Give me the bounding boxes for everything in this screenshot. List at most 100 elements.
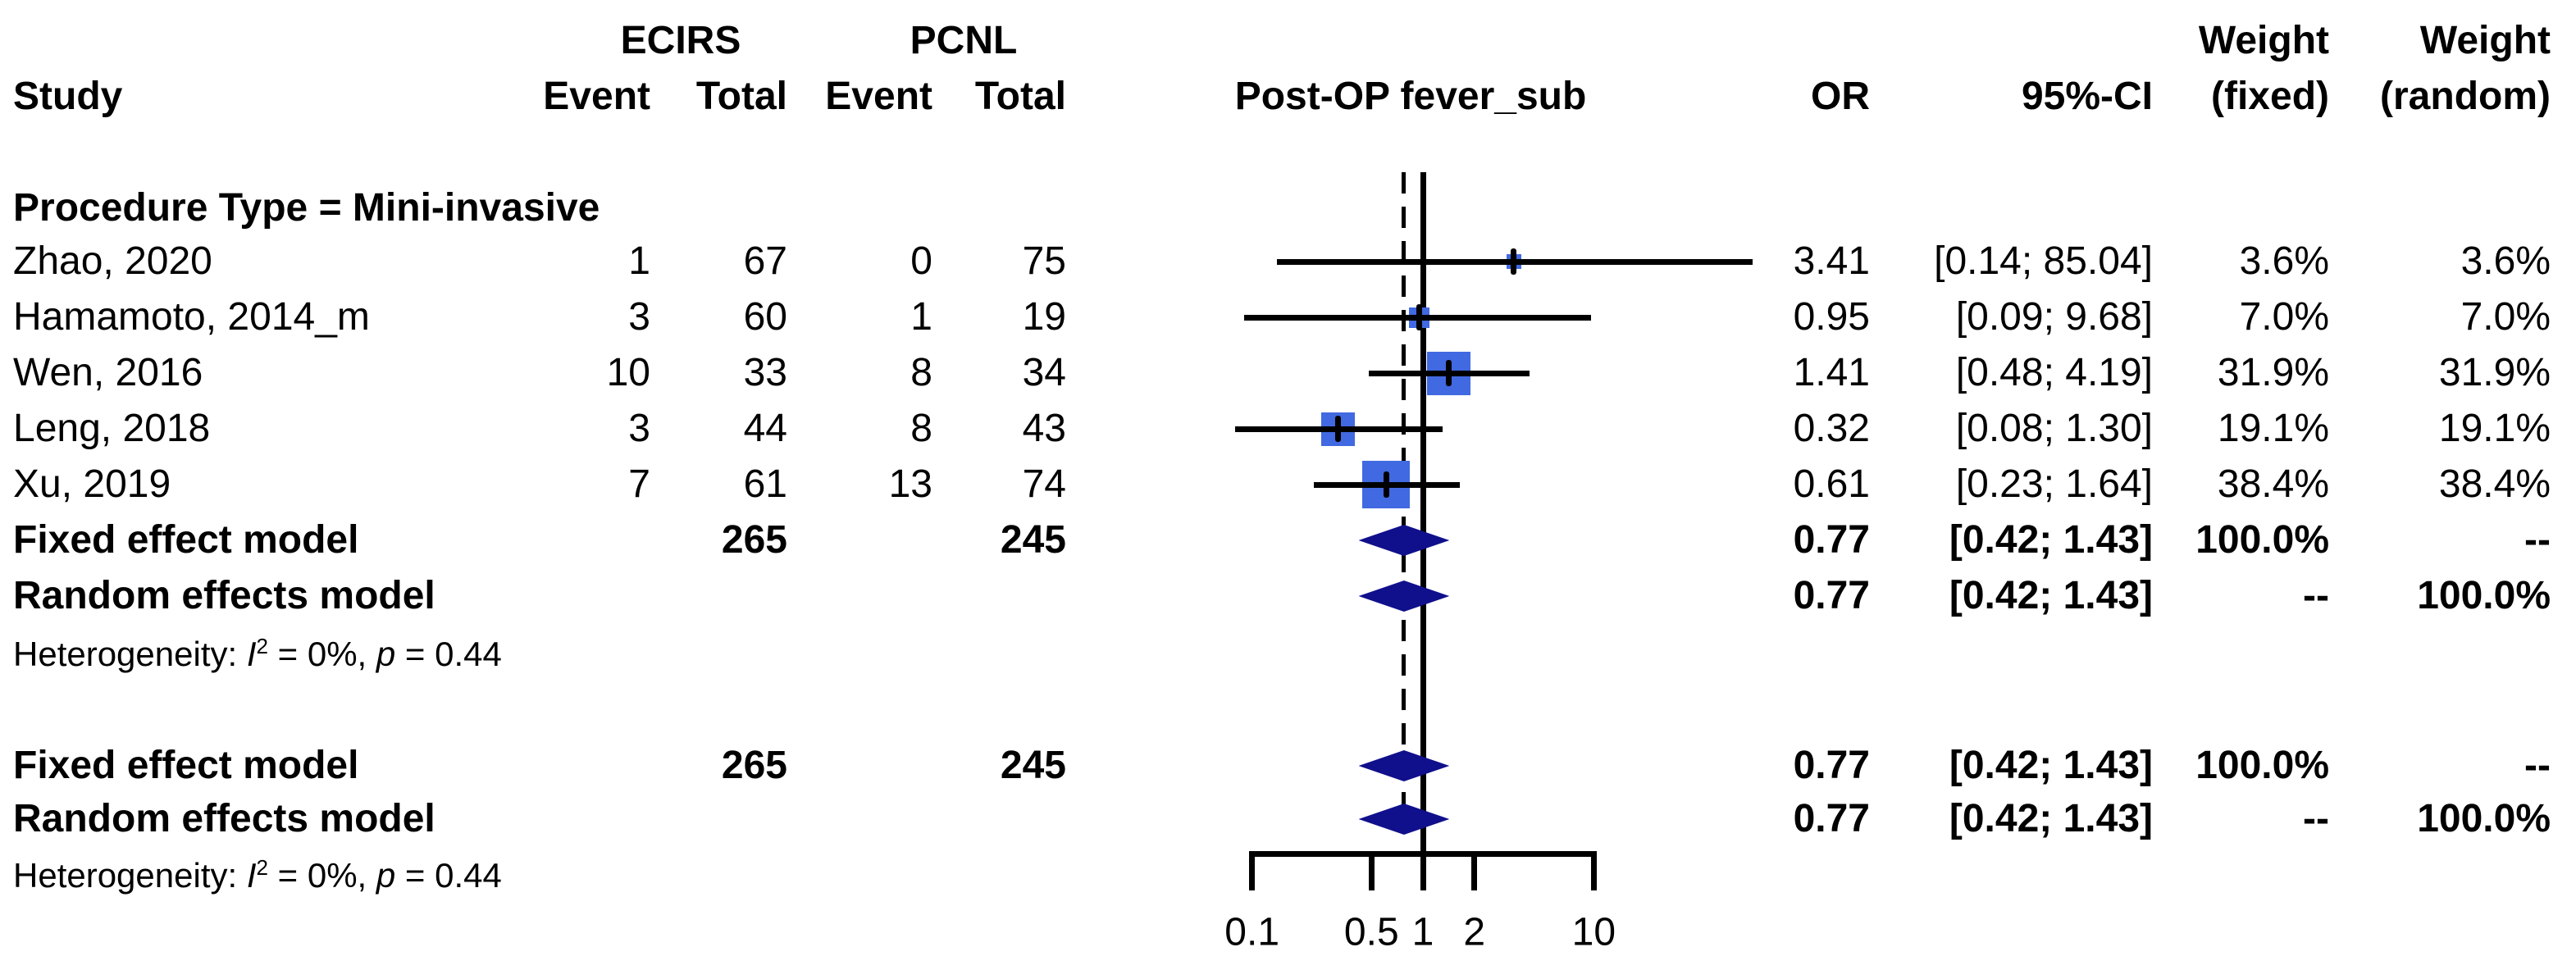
col-header-total-ecirs: Total: [695, 75, 787, 118]
weight-random: 3.6%: [2460, 239, 2551, 283]
ecirs-total: 60: [743, 295, 787, 339]
axis-tick: [1368, 854, 1375, 890]
ci-value: [0.08; 1.30]: [1955, 407, 2153, 450]
summary-label: Fixed effect model: [13, 744, 359, 787]
weight-random: 100.0%: [2417, 574, 2551, 617]
pcnl-total: 245: [1000, 518, 1066, 562]
ci-value: [0.09; 9.68]: [1955, 295, 2153, 339]
pcnl-event: 8: [910, 407, 932, 450]
or-value: 0.77: [1793, 744, 1870, 787]
axis-tick-label: 0.1: [1224, 910, 1280, 954]
pcnl-event: 1: [910, 295, 932, 339]
ecirs-event: 10: [606, 351, 650, 394]
weight-fixed: 31.9%: [2217, 351, 2329, 394]
point-marker: [1511, 248, 1517, 275]
or-value: 0.77: [1793, 797, 1870, 840]
plot-title: Post-OP fever_sub: [1234, 75, 1587, 118]
summary-diamond: [1358, 581, 1450, 612]
pcnl-event: 0: [910, 239, 932, 283]
ci-value: [0.42; 1.43]: [1949, 518, 2153, 562]
col-header-pcnl: PCNL: [910, 19, 1018, 62]
pcnl-total: 19: [1022, 295, 1066, 339]
ci-value: [0.14; 85.04]: [1934, 239, 2153, 283]
ecirs-total: 265: [721, 744, 787, 787]
ci-value: [0.48; 4.19]: [1955, 351, 2153, 394]
col-header-or: OR: [1811, 75, 1870, 118]
study-label: Wen, 2016: [13, 351, 203, 394]
col-header-event-ecirs: Event: [543, 75, 650, 118]
weight-random: --: [2524, 518, 2551, 562]
pcnl-event: 13: [888, 462, 932, 506]
pcnl-total: 245: [1000, 744, 1066, 787]
summary-label: Random effects model: [13, 797, 435, 840]
point-marker: [1335, 416, 1342, 442]
ecirs-total: 265: [721, 518, 787, 562]
ecirs-total: 33: [743, 351, 787, 394]
ci-value: [0.42; 1.43]: [1949, 744, 2153, 787]
ecirs-total: 61: [743, 462, 787, 506]
study-label: Zhao, 2020: [13, 239, 212, 283]
or-value: 0.77: [1793, 518, 1870, 562]
summary-diamond: [1358, 525, 1450, 556]
axis-tick: [1590, 854, 1597, 890]
col-header-total-pcnl: Total: [974, 75, 1066, 118]
weight-fixed: 100.0%: [2195, 518, 2329, 562]
weight-random: 31.9%: [2438, 351, 2551, 394]
or-value: 0.77: [1793, 574, 1870, 617]
point-marker: [1416, 304, 1422, 330]
pcnl-event: 8: [910, 351, 932, 394]
or-value: 1.41: [1793, 351, 1870, 394]
weight-random: 7.0%: [2460, 295, 2551, 339]
col-header-ci: 95%-CI: [2021, 75, 2153, 118]
weight-random: 100.0%: [2417, 797, 2551, 840]
ecirs-total: 44: [743, 407, 787, 450]
or-value: 3.41: [1793, 239, 1870, 283]
summary-label: Random effects model: [13, 574, 435, 617]
weight-fixed: --: [2303, 574, 2329, 617]
heterogeneity-note: Heterogeneity: I2 = 0%, p = 0.44: [13, 855, 502, 895]
col-header-event-pcnl: Event: [825, 75, 932, 118]
ecirs-event: 3: [628, 295, 650, 339]
summary-diamond: [1358, 750, 1450, 781]
axis-tick: [1249, 854, 1256, 890]
summary-label: Fixed effect model: [13, 518, 359, 562]
weight-random: 19.1%: [2438, 407, 2551, 450]
pcnl-total: 75: [1022, 239, 1066, 283]
weight-fixed: 38.4%: [2217, 462, 2329, 506]
col-header-weight-random-top: Weight: [2419, 19, 2551, 62]
weight-random: 38.4%: [2438, 462, 2551, 506]
study-label: Hamamoto, 2014_m: [13, 295, 370, 339]
ci-value: [0.42; 1.43]: [1949, 574, 2153, 617]
axis-tick-label: 1: [1411, 910, 1434, 954]
axis-tick-label: 10: [1571, 910, 1616, 954]
heterogeneity-note: Heterogeneity: I2 = 0%, p = 0.44: [13, 634, 502, 673]
or-value: 0.32: [1793, 407, 1870, 450]
ecirs-event: 7: [628, 462, 650, 506]
study-label: Leng, 2018: [13, 407, 211, 450]
col-header-weight-random: (random): [2380, 75, 2551, 118]
summary-diamond: [1358, 804, 1450, 835]
or-value: 0.61: [1793, 462, 1870, 506]
study-label: Xu, 2019: [13, 462, 171, 506]
point-marker: [1383, 471, 1389, 498]
or-value: 0.95: [1793, 295, 1870, 339]
pcnl-total: 34: [1022, 351, 1066, 394]
weight-fixed: 19.1%: [2217, 407, 2329, 450]
pcnl-total: 74: [1022, 462, 1066, 506]
axis-tick-label: 2: [1463, 910, 1486, 954]
ecirs-event: 3: [628, 407, 650, 450]
point-marker: [1445, 360, 1452, 386]
axis-tick: [1420, 854, 1426, 890]
col-header-weight-fixed-top: Weight: [2198, 19, 2329, 62]
weight-fixed: 7.0%: [2239, 295, 2329, 339]
ecirs-total: 67: [743, 239, 787, 283]
pcnl-total: 43: [1022, 407, 1066, 450]
axis-tick: [1471, 854, 1478, 890]
subgroup-label: Procedure Type = Mini-invasive: [13, 186, 600, 230]
col-header-study: Study: [13, 75, 123, 118]
weight-fixed: --: [2303, 797, 2329, 840]
col-header-ecirs: ECIRS: [620, 19, 741, 62]
axis-tick-label: 0.5: [1343, 910, 1399, 954]
ecirs-event: 1: [628, 239, 650, 283]
